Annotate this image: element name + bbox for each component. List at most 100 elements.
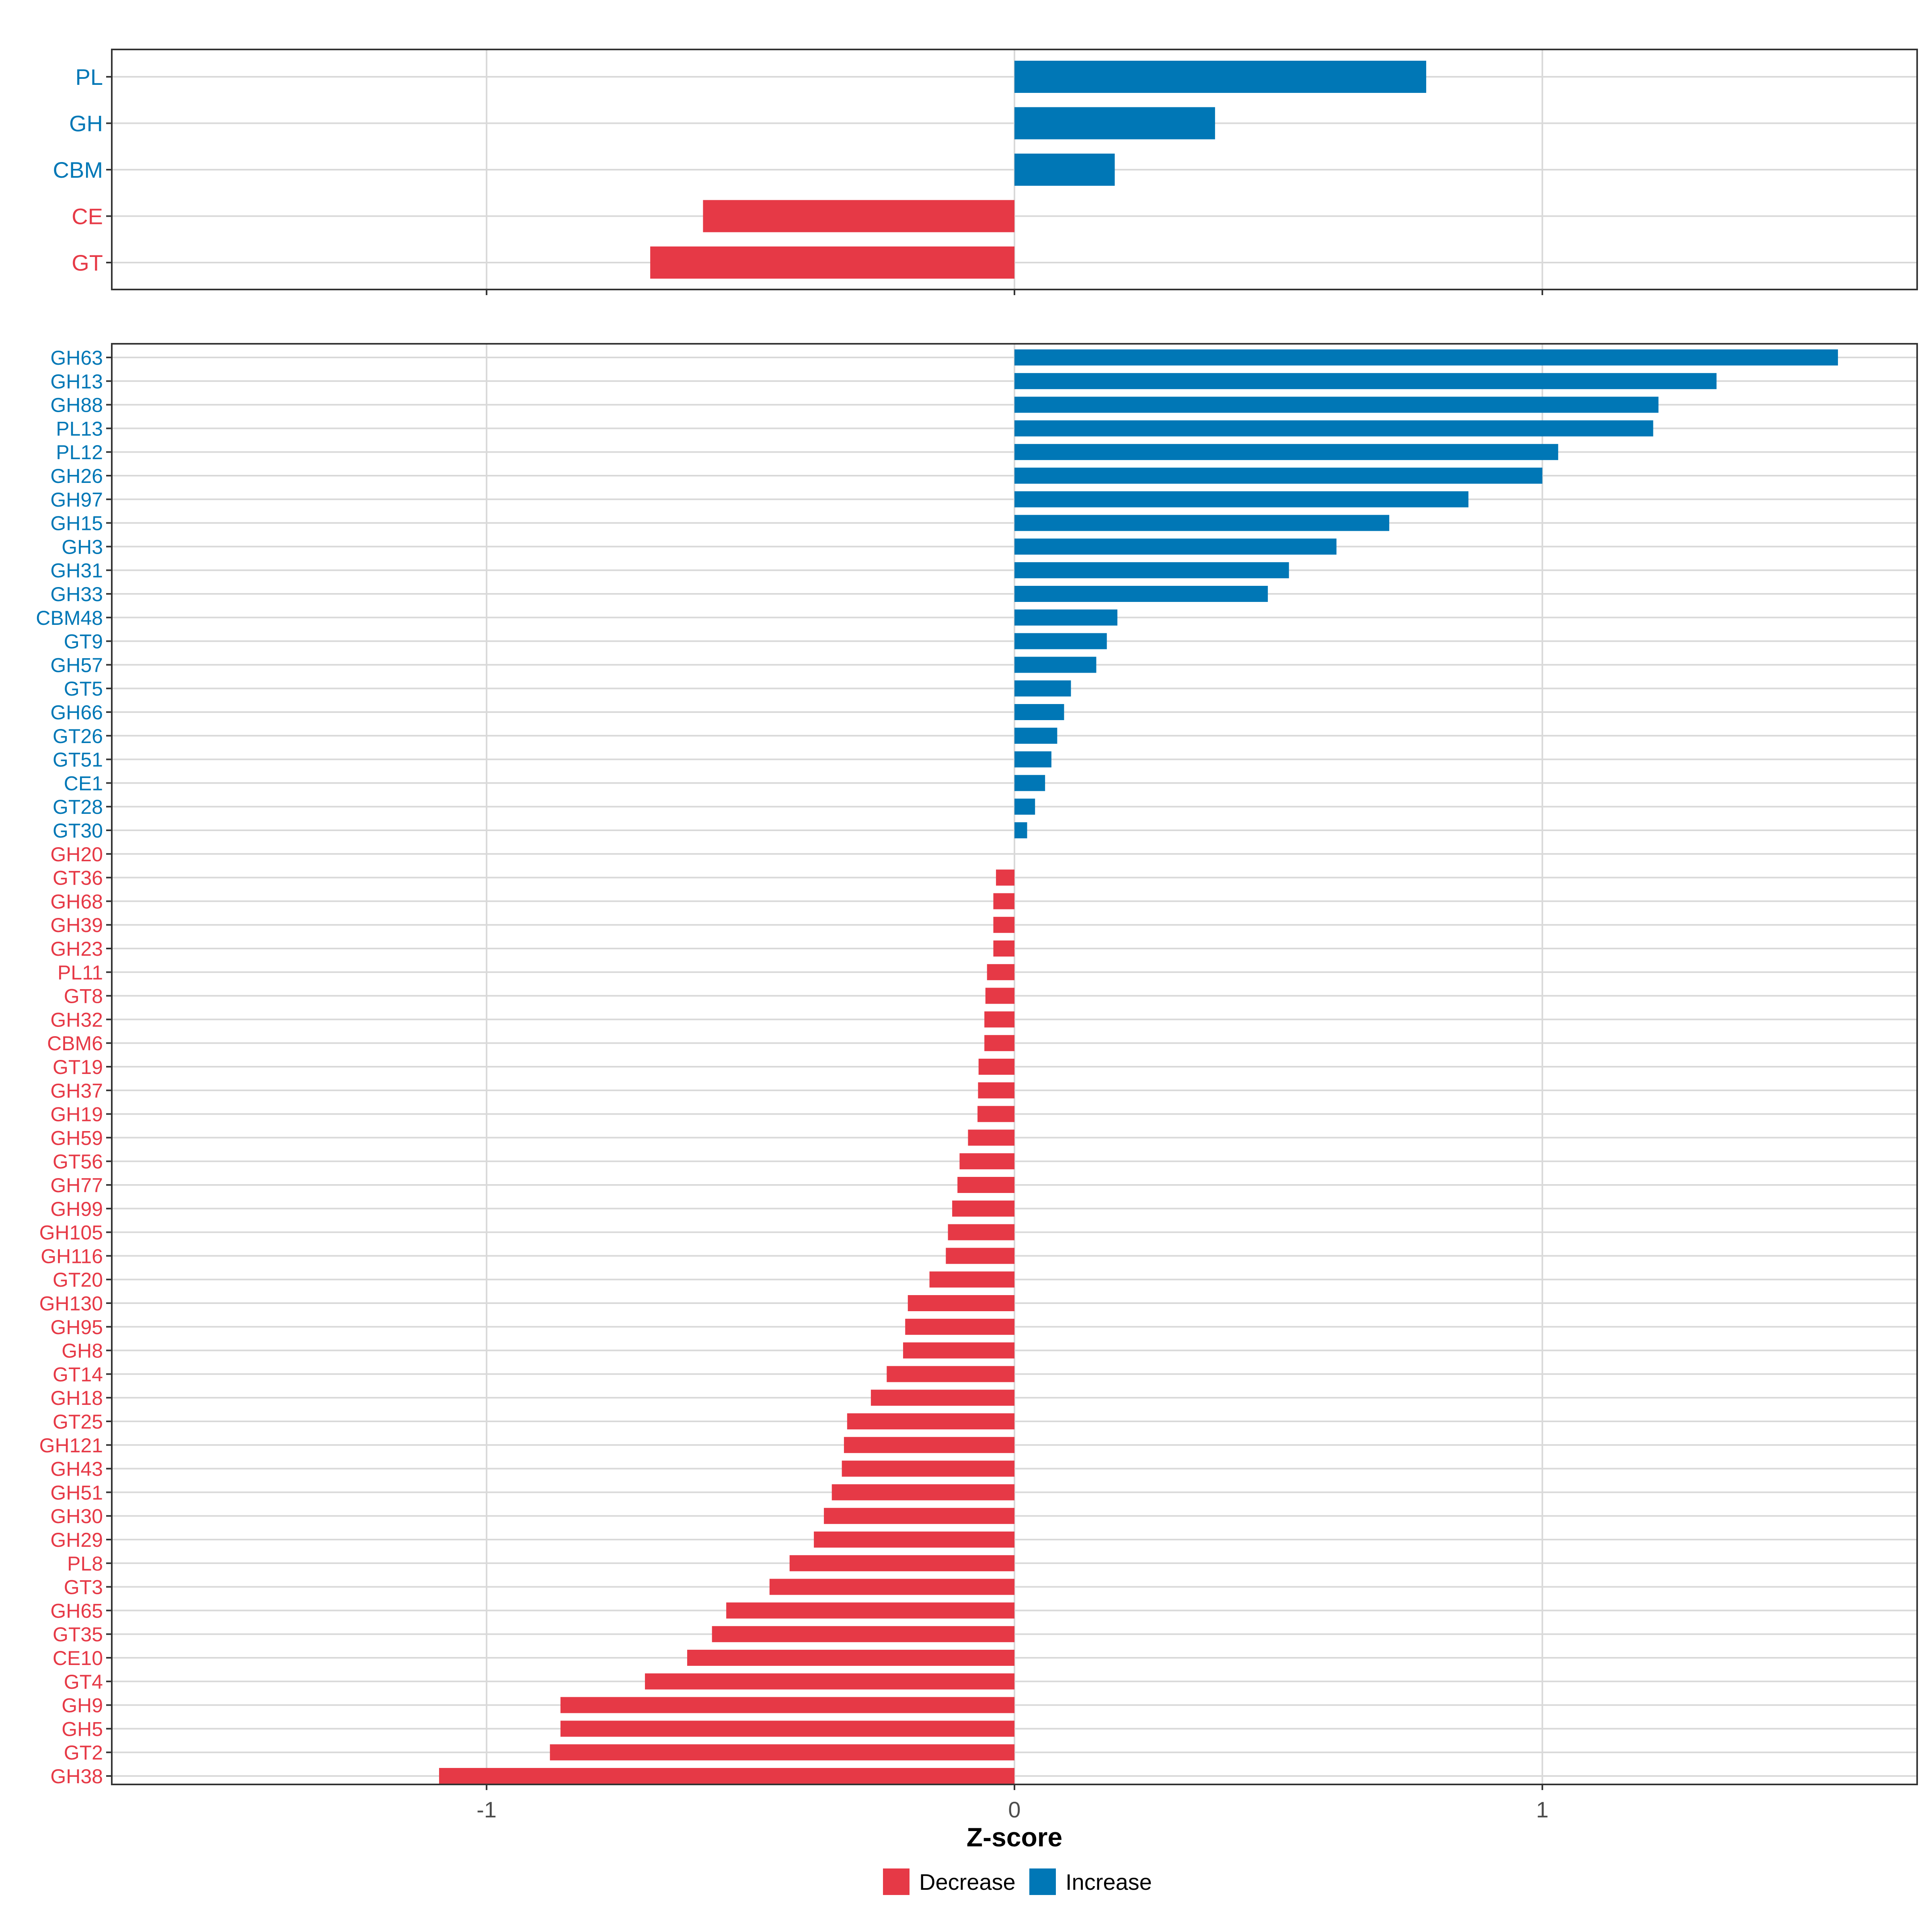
bar-gh121 <box>844 1437 1014 1453</box>
bar-cbm6 <box>984 1035 1014 1051</box>
legend: Decrease Increase <box>883 1868 1152 1895</box>
y-tick-label: GH32 <box>50 1008 103 1031</box>
bar-gh3 <box>1014 538 1337 555</box>
x-axis-title: Z-score <box>967 1822 1062 1852</box>
bar-gh57 <box>1014 657 1096 673</box>
bar-gt25 <box>847 1413 1014 1429</box>
y-tick-label: GT26 <box>53 725 103 747</box>
y-tick-label: GT8 <box>64 985 103 1008</box>
bar-gh99 <box>952 1200 1014 1217</box>
bar-gh59 <box>968 1129 1014 1146</box>
bar-gh18 <box>871 1390 1014 1406</box>
bar-pl13 <box>1014 420 1653 437</box>
legend-label-decrease: Decrease <box>919 1869 1016 1895</box>
y-tick-label: GT56 <box>53 1150 103 1173</box>
bar-gt26 <box>1014 727 1057 744</box>
y-tick-label: GH51 <box>50 1481 103 1504</box>
y-tick-label: GH37 <box>50 1080 103 1102</box>
y-tick-label: GH20 <box>50 843 103 866</box>
bar-gh19 <box>977 1106 1014 1122</box>
bar-pl11 <box>987 964 1014 980</box>
bar-gt30 <box>1014 822 1027 838</box>
bar-gt35 <box>712 1626 1014 1643</box>
y-tick-label: GT30 <box>53 819 103 842</box>
y-tick-label: GH3 <box>62 536 103 558</box>
bar-ce <box>703 200 1014 232</box>
bar-cbm48 <box>1014 609 1118 626</box>
bar-ce1 <box>1014 775 1045 791</box>
y-tick-label: GH97 <box>50 489 103 511</box>
y-tick-label: GH38 <box>50 1765 103 1788</box>
y-tick-label: GH66 <box>50 701 103 724</box>
bar-gh39 <box>993 917 1014 933</box>
y-tick-label: GH59 <box>50 1127 103 1149</box>
bar-gh8 <box>903 1342 1014 1359</box>
bar-gh30 <box>824 1508 1014 1524</box>
x-tick-label: 0 <box>1008 1797 1020 1822</box>
x-tick-label: -1 <box>476 1797 497 1822</box>
y-tick-label: GT51 <box>53 749 103 771</box>
x-axis: -1 0 1 <box>476 1797 1548 1822</box>
y-tick-label: GH19 <box>50 1103 103 1126</box>
bar-gh33 <box>1014 586 1268 602</box>
bar-gh15 <box>1014 515 1390 531</box>
y-tick-label: GH130 <box>39 1292 103 1315</box>
bar-gt9 <box>1014 633 1107 649</box>
y-tick-label: PL11 <box>57 961 103 984</box>
bar-cbm <box>1014 154 1115 186</box>
y-tick-label: GT28 <box>53 796 103 818</box>
bar-gh37 <box>978 1082 1014 1098</box>
bottom-panel: GH63GH13GH88PL13PL12GH26GH97GH15GH3GH31G… <box>36 343 1918 1790</box>
x-tick-label: 1 <box>1536 1797 1548 1822</box>
y-tick-label: GH9 <box>62 1694 103 1717</box>
bar-gt2 <box>550 1744 1014 1761</box>
bar-gt28 <box>1014 799 1035 815</box>
y-tick-label: GT4 <box>64 1671 103 1693</box>
bar-gh68 <box>993 893 1014 910</box>
y-tick-label: GT20 <box>53 1269 103 1291</box>
y-tick-label: GH105 <box>39 1222 103 1244</box>
bar-gh51 <box>832 1484 1014 1501</box>
y-tick-label: GH39 <box>50 914 103 936</box>
y-tick-label: GT <box>72 250 103 275</box>
bar-gh29 <box>814 1532 1014 1548</box>
y-tick-label: GH26 <box>50 465 103 487</box>
bar-gh63 <box>1014 349 1838 365</box>
y-tick-label: PL8 <box>67 1552 103 1575</box>
bar-gt3 <box>769 1579 1014 1595</box>
bar-gt14 <box>887 1366 1014 1382</box>
y-tick-label: CBM6 <box>47 1032 103 1055</box>
y-tick-label: GH57 <box>50 654 103 676</box>
bar-ce10 <box>687 1650 1014 1666</box>
bar-gh88 <box>1014 396 1659 413</box>
y-tick-label: GH88 <box>50 394 103 417</box>
top-panel: PL GH CBM CE GT <box>53 49 1918 295</box>
y-tick-label: GT3 <box>64 1576 103 1599</box>
y-tick-label: GH116 <box>41 1245 103 1267</box>
y-tick-label: PL <box>76 64 103 90</box>
y-tick-label: GT35 <box>53 1623 103 1646</box>
y-tick-label: CBM48 <box>36 607 103 629</box>
y-tick-label: GH8 <box>62 1340 103 1362</box>
y-tick-label: GH68 <box>50 890 103 913</box>
y-tick-label: GH18 <box>50 1387 103 1409</box>
legend-swatch-increase <box>1029 1868 1056 1895</box>
bar-gh97 <box>1014 491 1469 507</box>
bar-pl8 <box>789 1555 1014 1571</box>
y-tick-label: GH77 <box>50 1174 103 1197</box>
y-tick-label: GH99 <box>50 1198 103 1220</box>
y-tick-label: GH5 <box>62 1718 103 1740</box>
bar-gh32 <box>984 1011 1014 1028</box>
bar-pl <box>1014 61 1427 93</box>
bar-gh <box>1014 107 1215 140</box>
bar-pl12 <box>1014 444 1558 460</box>
bar-gt4 <box>645 1673 1014 1690</box>
y-tick-label: GH30 <box>50 1505 103 1528</box>
y-tick-label: GT5 <box>64 678 103 700</box>
bar-gh43 <box>842 1460 1014 1477</box>
bar-gh9 <box>560 1697 1014 1713</box>
y-tick-label: GH15 <box>50 512 103 535</box>
y-tick-label: GH23 <box>50 938 103 960</box>
y-tick-label: GH29 <box>50 1529 103 1551</box>
